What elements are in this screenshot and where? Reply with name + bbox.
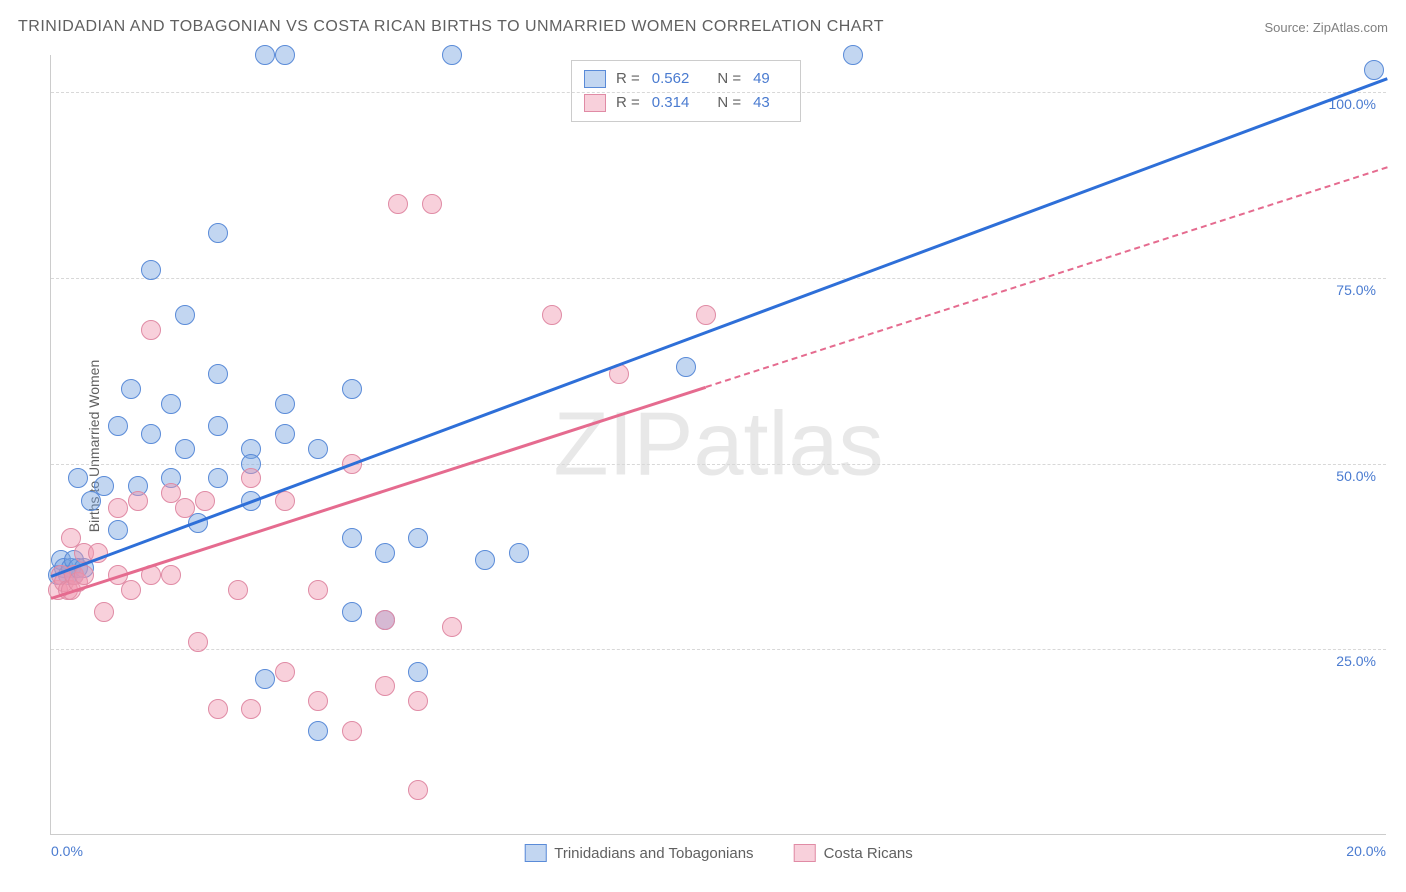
trend-line: [51, 386, 707, 600]
scatter-marker: [68, 468, 88, 488]
scatter-marker: [375, 610, 395, 630]
scatter-marker: [108, 498, 128, 518]
stats-n-label: N =: [717, 67, 741, 91]
scatter-marker: [275, 424, 295, 444]
scatter-marker: [308, 439, 328, 459]
legend-item-series1: Trinidadians and Tobagonians: [524, 844, 753, 862]
chart-title: TRINIDADIAN AND TOBAGONIAN VS COSTA RICA…: [18, 18, 884, 36]
trend-line: [50, 77, 1387, 578]
scatter-marker: [121, 379, 141, 399]
scatter-marker: [696, 305, 716, 325]
scatter-marker: [94, 602, 114, 622]
scatter-marker: [475, 550, 495, 570]
swatch-series2: [584, 94, 606, 112]
scatter-marker: [342, 602, 362, 622]
scatter-marker: [422, 194, 442, 214]
legend-label-2: Costa Ricans: [824, 845, 913, 862]
plot-area: ZIPatlas R = 0.562 N = 49 R = 0.314 N = …: [50, 55, 1386, 835]
stats-r-value-2: 0.314: [652, 91, 690, 115]
scatter-marker: [241, 468, 261, 488]
watermark: ZIPatlas: [553, 393, 883, 496]
scatter-marker: [141, 260, 161, 280]
stats-r-label: R =: [616, 67, 640, 91]
scatter-marker: [342, 528, 362, 548]
scatter-marker: [121, 580, 141, 600]
swatch-series1: [584, 70, 606, 88]
scatter-marker: [175, 498, 195, 518]
scatter-marker: [375, 676, 395, 696]
title-bar: TRINIDADIAN AND TOBAGONIAN VS COSTA RICA…: [18, 18, 1388, 36]
bottom-legend: Trinidadians and Tobagonians Costa Rican…: [524, 844, 913, 862]
scatter-marker: [408, 691, 428, 711]
x-tick-label: 0.0%: [51, 843, 83, 859]
scatter-marker: [161, 565, 181, 585]
scatter-marker: [141, 320, 161, 340]
chart-container: TRINIDADIAN AND TOBAGONIAN VS COSTA RICA…: [0, 0, 1406, 892]
scatter-marker: [141, 424, 161, 444]
scatter-marker: [408, 662, 428, 682]
scatter-marker: [275, 45, 295, 65]
scatter-marker: [208, 699, 228, 719]
scatter-marker: [408, 528, 428, 548]
gridline: [51, 278, 1386, 279]
scatter-marker: [308, 691, 328, 711]
scatter-marker: [255, 45, 275, 65]
stats-legend-box: R = 0.562 N = 49 R = 0.314 N = 43: [571, 60, 801, 122]
scatter-marker: [442, 617, 462, 637]
scatter-marker: [676, 357, 696, 377]
scatter-marker: [442, 45, 462, 65]
scatter-marker: [195, 491, 215, 511]
scatter-marker: [275, 491, 295, 511]
y-tick-label: 50.0%: [1336, 468, 1376, 484]
scatter-marker: [1364, 60, 1384, 80]
scatter-marker: [375, 543, 395, 563]
swatch-series1: [524, 844, 546, 862]
scatter-marker: [94, 476, 114, 496]
scatter-marker: [275, 394, 295, 414]
gridline: [51, 92, 1386, 93]
scatter-marker: [228, 580, 248, 600]
stats-n-label: N =: [717, 91, 741, 115]
x-tick-label: 20.0%: [1346, 843, 1386, 859]
scatter-marker: [408, 780, 428, 800]
scatter-marker: [255, 669, 275, 689]
scatter-marker: [108, 416, 128, 436]
scatter-marker: [208, 223, 228, 243]
scatter-marker: [342, 379, 362, 399]
scatter-marker: [275, 662, 295, 682]
y-tick-label: 75.0%: [1336, 282, 1376, 298]
gridline: [51, 649, 1386, 650]
stats-row-series1: R = 0.562 N = 49: [584, 67, 788, 91]
swatch-series2: [794, 844, 816, 862]
scatter-marker: [388, 194, 408, 214]
legend-label-1: Trinidadians and Tobagonians: [554, 845, 753, 862]
scatter-marker: [175, 305, 195, 325]
stats-r-value-1: 0.562: [652, 67, 690, 91]
y-tick-label: 25.0%: [1336, 653, 1376, 669]
scatter-marker: [542, 305, 562, 325]
scatter-marker: [188, 632, 208, 652]
scatter-marker: [241, 699, 261, 719]
scatter-marker: [509, 543, 529, 563]
scatter-marker: [161, 394, 181, 414]
legend-item-series2: Costa Ricans: [794, 844, 913, 862]
source-label: Source: ZipAtlas.com: [1264, 20, 1388, 35]
stats-n-value-1: 49: [753, 67, 770, 91]
scatter-marker: [843, 45, 863, 65]
scatter-marker: [308, 580, 328, 600]
scatter-marker: [208, 416, 228, 436]
stats-n-value-2: 43: [753, 91, 770, 115]
stats-r-label: R =: [616, 91, 640, 115]
scatter-marker: [208, 364, 228, 384]
scatter-marker: [128, 491, 148, 511]
scatter-marker: [342, 721, 362, 741]
scatter-marker: [208, 468, 228, 488]
scatter-marker: [108, 520, 128, 540]
stats-row-series2: R = 0.314 N = 43: [584, 91, 788, 115]
scatter-marker: [175, 439, 195, 459]
scatter-marker: [308, 721, 328, 741]
